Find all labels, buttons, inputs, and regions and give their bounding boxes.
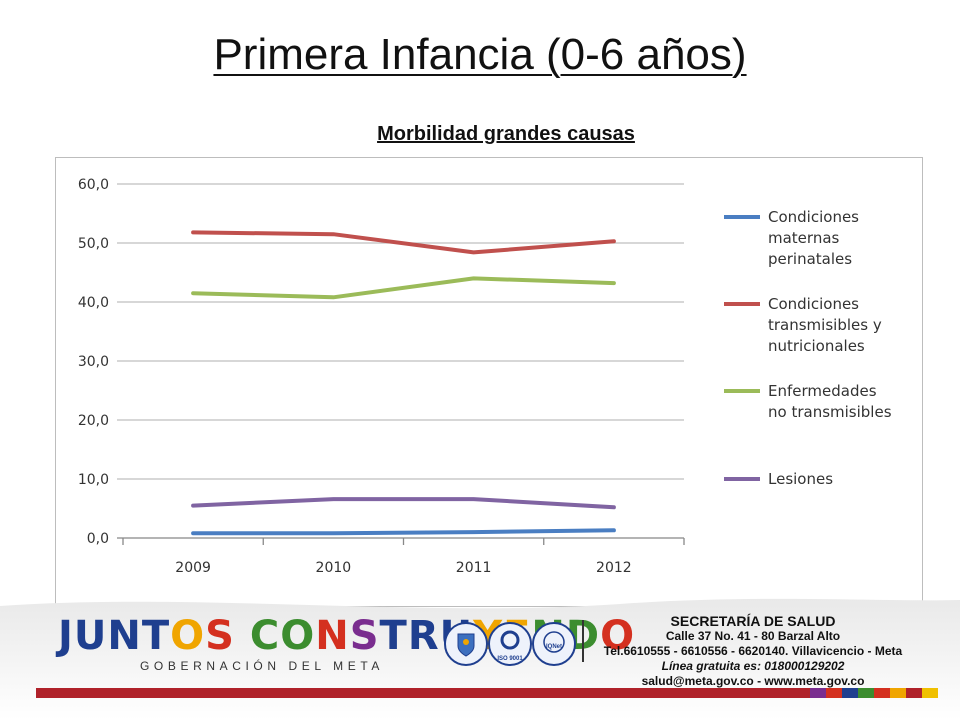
contact-phones: Tel.6610555 - 6610556 - 6620140. Villavi… bbox=[603, 644, 903, 658]
legend-entry: Enfermedades no transmisibles bbox=[768, 382, 892, 421]
x-tick-label: 2010 bbox=[316, 560, 352, 576]
logo-subtitle: GOBERNACIÓN DEL META bbox=[140, 659, 385, 673]
slide-title: Primera Infancia (0-6 años) bbox=[213, 30, 747, 79]
data-point bbox=[191, 531, 195, 535]
data-point bbox=[331, 232, 335, 236]
color-bar-base bbox=[36, 688, 810, 698]
y-tick-label: 50,0 bbox=[78, 236, 109, 252]
legend-layer: Condiciones maternas perinatales Condicione… bbox=[724, 208, 892, 488]
data-point bbox=[612, 528, 616, 532]
color-bar-chip bbox=[874, 688, 890, 698]
axis-layer: 0,0 10,0 20,0 30,0 40,0 50,0 60,0 2009 2010 2011 2… bbox=[78, 177, 685, 576]
series-line-0 bbox=[191, 528, 616, 536]
x-tick-label: 2012 bbox=[596, 560, 632, 576]
data-point bbox=[612, 239, 616, 243]
data-point bbox=[472, 250, 476, 254]
y-tick-label: 10,0 bbox=[78, 472, 109, 488]
data-point bbox=[612, 281, 616, 285]
contact-block: SECRETARÍA DE SALUD Calle 37 No. 41 - 80… bbox=[586, 614, 920, 689]
contact-hotline: Línea gratuita es: 018000129202 bbox=[661, 659, 845, 673]
data-point bbox=[331, 531, 335, 535]
footer-color-bar bbox=[36, 688, 938, 698]
color-bar-chip bbox=[826, 688, 842, 698]
y-tick-label: 60,0 bbox=[78, 177, 109, 193]
chart-title: Morbilidad grandes causas bbox=[377, 123, 635, 145]
series-line-2 bbox=[191, 276, 616, 300]
color-bar-chip bbox=[922, 688, 938, 698]
line-chart: 0,0 10,0 20,0 30,0 40,0 50,0 60,0 2009 2010 2011 2… bbox=[78, 177, 892, 576]
color-bar-chip bbox=[858, 688, 874, 698]
color-bar-chip bbox=[842, 688, 858, 698]
x-tick-label: 2011 bbox=[456, 560, 492, 576]
color-bar-chip bbox=[890, 688, 906, 698]
iso-9001-seal: ISO 9001 bbox=[488, 622, 532, 666]
contact-address: Calle 37 No. 41 - 80 Barzal Alto bbox=[665, 629, 841, 643]
chart-frame: 0,0 10,0 20,0 30,0 40,0 50,0 60,0 2009 2010 2011 2… bbox=[55, 157, 923, 607]
coat-of-arms-seal bbox=[444, 622, 488, 666]
iso-seal-label: ISO 9001 bbox=[497, 656, 523, 662]
series-layer bbox=[191, 230, 616, 536]
data-point bbox=[331, 295, 335, 299]
y-tick-label: 30,0 bbox=[78, 354, 109, 370]
data-point bbox=[331, 497, 335, 501]
y-tick-label: 20,0 bbox=[78, 413, 109, 429]
y-tick-label: 0,0 bbox=[87, 531, 109, 547]
iqnet-seal-label: IQNet bbox=[545, 644, 562, 650]
legend-entry: Condiciones maternas perinatales bbox=[768, 208, 859, 268]
y-tick-label: 40,0 bbox=[78, 295, 109, 311]
data-point bbox=[191, 504, 195, 508]
data-point bbox=[472, 497, 476, 501]
iqnet-seal: IQNet bbox=[532, 622, 576, 666]
legend-entry: Condiciones transmisibles y nutricionales bbox=[768, 295, 882, 355]
color-bar-chip bbox=[906, 688, 922, 698]
data-point bbox=[472, 276, 476, 280]
color-bar-chip bbox=[810, 688, 826, 698]
contact-web[interactable]: salud@meta.gov.co - www.meta.gov.co bbox=[641, 674, 865, 688]
data-point bbox=[472, 530, 476, 534]
series-line-3 bbox=[191, 497, 616, 510]
contact-title: SECRETARÍA DE SALUD bbox=[670, 613, 836, 629]
footer-divider bbox=[582, 620, 584, 662]
data-point bbox=[191, 291, 195, 295]
series-line-1 bbox=[191, 230, 616, 255]
legend-entry: Lesiones bbox=[768, 470, 833, 488]
grid-layer bbox=[117, 183, 684, 539]
data-point bbox=[612, 505, 616, 509]
x-tick-label: 2009 bbox=[175, 560, 211, 576]
data-point bbox=[191, 230, 195, 234]
